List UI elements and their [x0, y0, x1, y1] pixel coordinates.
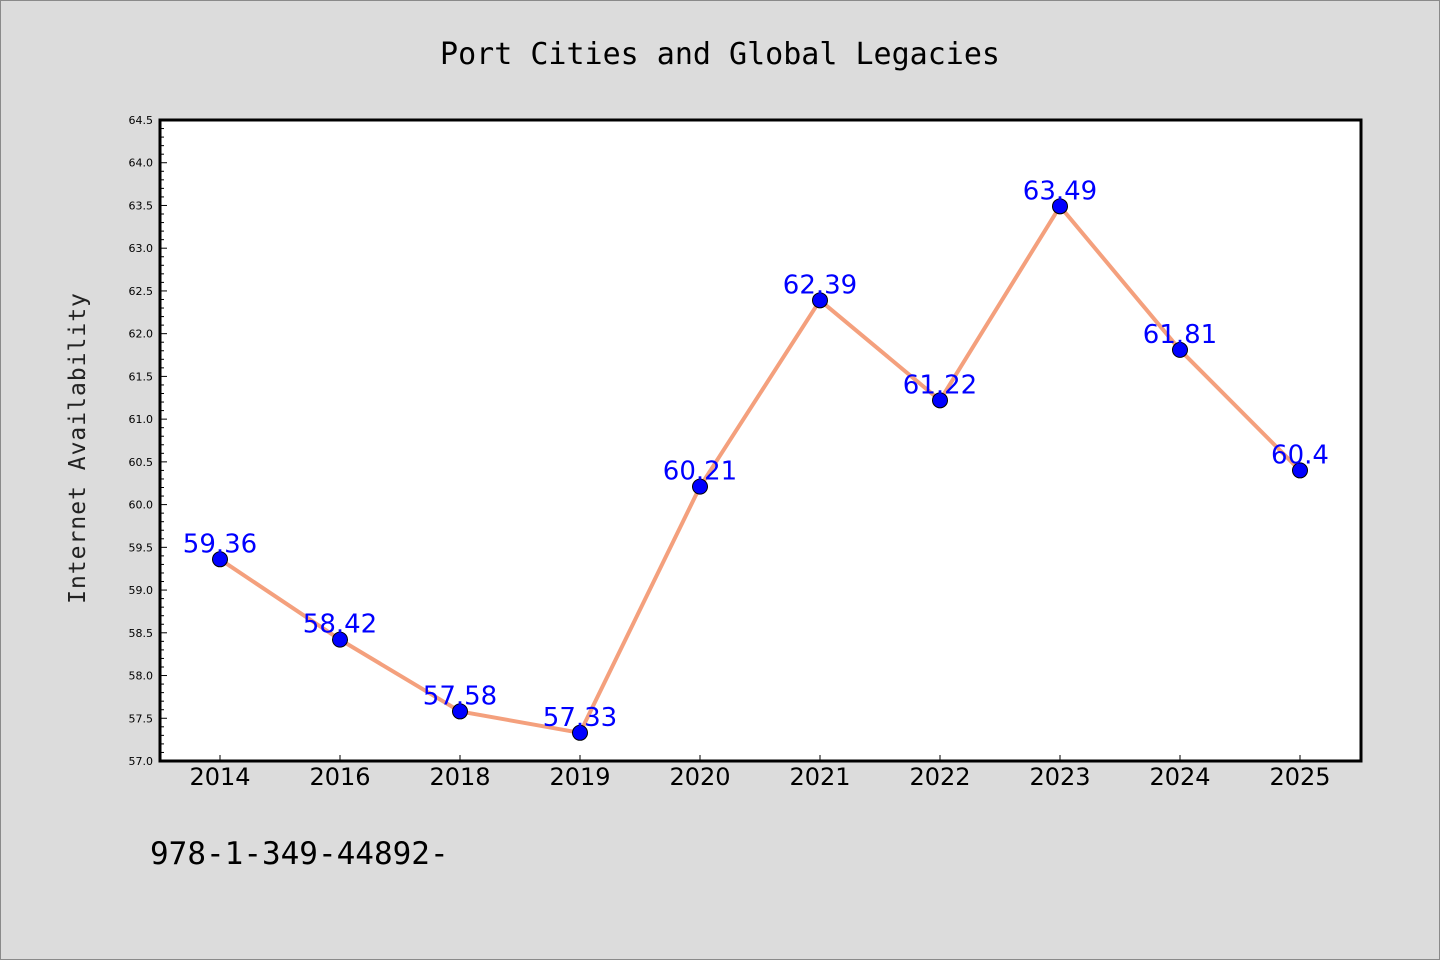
y-tick-label: 58.5 — [129, 627, 154, 640]
x-tick-label: 2022 — [909, 763, 970, 791]
data-label: 59.36 — [183, 529, 257, 559]
data-label: 63.49 — [1023, 176, 1097, 206]
x-tick-label: 2019 — [549, 763, 610, 791]
x-tick-label: 2025 — [1269, 763, 1330, 791]
y-tick-label: 63.5 — [129, 199, 154, 212]
y-tick-label: 62.0 — [129, 328, 154, 341]
y-axis-ticks: 57.0 57.5 58.0 58.5 59.0 59.5 60.0 60.5 61.0 61.5… — [129, 114, 167, 768]
y-tick-label: 64.5 — [129, 114, 154, 127]
data-point — [1052, 198, 1068, 215]
y-tick-label: 64.0 — [129, 157, 154, 170]
x-tick-label: 2020 — [669, 763, 730, 791]
y-tick-label: 62.5 — [129, 285, 154, 298]
data-point — [572, 724, 588, 741]
y-tick-label: 58.0 — [129, 670, 154, 683]
y-tick-label: 63.0 — [129, 242, 154, 255]
x-tick-label: 2014 — [189, 763, 250, 791]
y-tick-label: 59.5 — [129, 541, 154, 554]
data-point — [812, 292, 828, 309]
data-label: 62.39 — [783, 270, 857, 300]
plot-area — [158, 118, 1363, 763]
data-point — [332, 631, 348, 648]
y-axis-label: Internet Availability — [65, 292, 91, 604]
data-label: 60.21 — [663, 457, 737, 487]
y-tick-label: 61.0 — [129, 413, 154, 426]
data-series: 59.36 58.42 57.58 57.33 60.21 62.39 61.22 63.49… — [183, 176, 1329, 741]
x-tick-label: 2021 — [789, 763, 850, 791]
x-tick-label: 2024 — [1149, 763, 1210, 791]
y-tick-label: 57.5 — [129, 712, 154, 725]
y-tick-label: 60.0 — [129, 499, 154, 512]
data-point — [212, 551, 228, 568]
data-label: 61.81 — [1143, 320, 1217, 350]
y-tick-label: 60.5 — [129, 456, 154, 469]
chart-title: Port Cities and Global Legacies — [440, 37, 1000, 72]
x-tick-label: 2018 — [429, 763, 490, 791]
footer-isbn: 978-1-349-44892- — [150, 836, 449, 872]
x-tick-label: 2023 — [1029, 763, 1090, 791]
y-tick-label: 61.5 — [129, 370, 154, 383]
y-tick-label: 57.0 — [129, 755, 154, 768]
y-tick-label: 59.0 — [129, 584, 154, 597]
data-label: 57.33 — [543, 703, 617, 733]
data-point — [452, 703, 468, 720]
data-label: 61.22 — [903, 370, 977, 400]
data-point — [1292, 462, 1308, 479]
data-label: 57.58 — [423, 681, 497, 711]
series-line — [218, 204, 1302, 735]
data-point — [1172, 341, 1188, 358]
data-point — [932, 392, 948, 409]
data-label: 60.4 — [1271, 440, 1329, 470]
x-axis-ticks: 2014 2016 2018 2019 2020 2021 2022 2023 2024 2025 — [189, 755, 1331, 791]
data-label: 58.42 — [303, 610, 377, 640]
data-point — [692, 478, 708, 495]
x-tick-label: 2016 — [309, 763, 370, 791]
